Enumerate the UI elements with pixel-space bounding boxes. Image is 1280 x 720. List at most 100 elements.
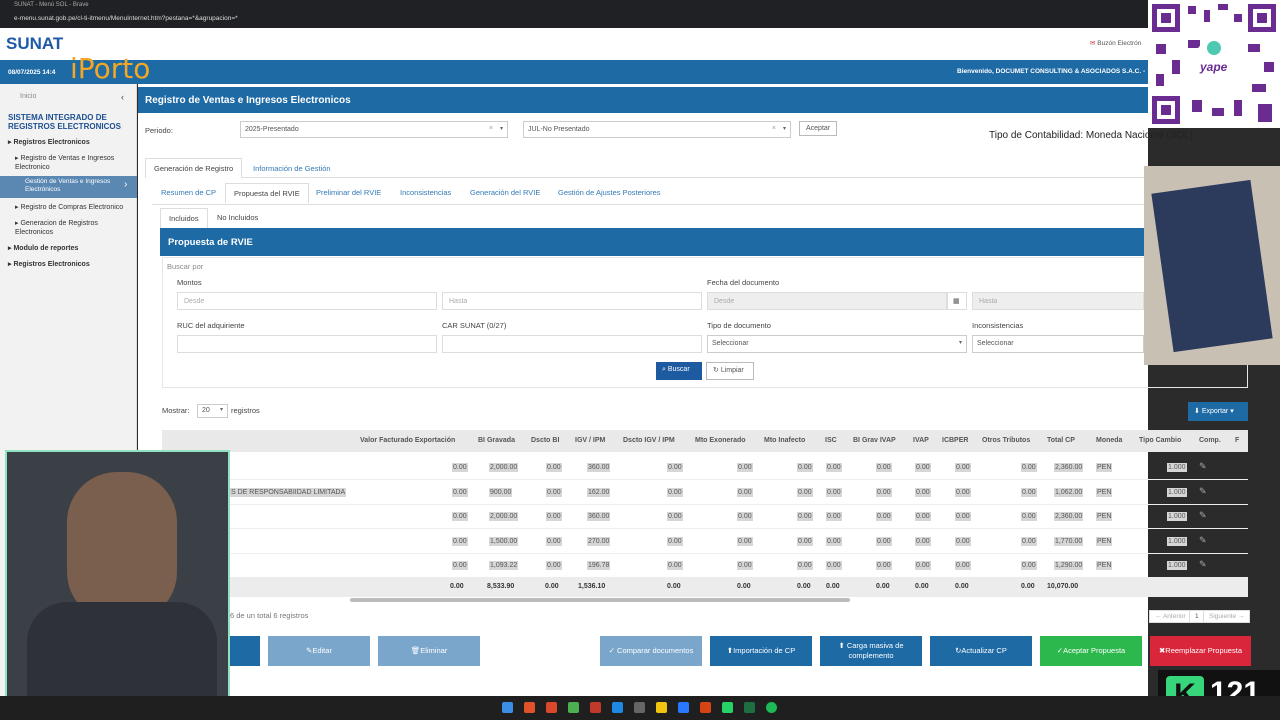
table-cell: 0.00 bbox=[546, 561, 562, 570]
edit-row-icon[interactable]: ✎ bbox=[1199, 461, 1207, 471]
aceptar-periodo-button[interactable]: Aceptar bbox=[799, 121, 838, 136]
editar-button[interactable]: ✎ Editar bbox=[268, 636, 370, 666]
table-cell: 0.00 bbox=[797, 561, 813, 570]
col-icbper[interactable]: ICBPER bbox=[942, 437, 969, 444]
tab-no-incluidos[interactable]: No Incluidos bbox=[217, 213, 259, 222]
sidebar-item-rvie[interactable]: ▸ Registro de Ventas e Ingresos Electron… bbox=[15, 155, 115, 171]
sidebar-inicio[interactable]: Inicio bbox=[20, 93, 37, 100]
tab-inconsistencias[interactable]: Inconsistencias bbox=[400, 188, 452, 197]
app-icon[interactable] bbox=[524, 702, 535, 713]
comparar-documentos-button[interactable]: ✓ Comparar documentos bbox=[600, 636, 702, 666]
edit-row-icon[interactable]: ✎ bbox=[1199, 485, 1207, 496]
reemplazar-propuesta-button[interactable]: ✖ Reemplazar Propuesta bbox=[1150, 636, 1251, 666]
exportar-button[interactable]: ⬇ Exportar ▾ bbox=[1188, 402, 1248, 421]
app-icon[interactable] bbox=[700, 702, 711, 713]
table-row[interactable] bbox=[162, 455, 1248, 480]
col-mto-inafecto[interactable]: Mto Inafecto bbox=[764, 437, 806, 444]
tab-preliminar-rvie[interactable]: Preliminar del RVIE bbox=[316, 188, 382, 197]
col-moneda[interactable]: Moneda bbox=[1096, 437, 1123, 444]
edit-row-icon[interactable]: ✎ bbox=[1199, 510, 1207, 520]
ruc-input[interactable] bbox=[177, 335, 437, 353]
limpiar-button[interactable]: ↻ Limpiar bbox=[706, 362, 754, 380]
tab-propuesta-rvie[interactable]: Propuesta del RVIE bbox=[225, 183, 309, 203]
table-cell: 0.00 bbox=[955, 512, 971, 521]
address-bar[interactable]: e-menu.sunat.gob.pe/cl-ti-itmenu/MenuInt… bbox=[14, 15, 238, 22]
col-ivap[interactable]: IVAP bbox=[913, 437, 929, 444]
car-sunat-input[interactable] bbox=[442, 335, 702, 353]
col-isc[interactable]: ISC bbox=[825, 437, 837, 444]
table-row[interactable] bbox=[162, 529, 1248, 554]
col-f[interactable]: F bbox=[1235, 437, 1240, 444]
opera-icon[interactable] bbox=[590, 702, 601, 713]
periodo-year-select[interactable]: 2025-Presentado × ▾ bbox=[240, 121, 508, 138]
importacion-cp-button[interactable]: ⬆ Importación de CP bbox=[710, 636, 812, 666]
siguiente-button[interactable]: Siguiente → bbox=[1203, 610, 1251, 623]
table-cell: PEN bbox=[1096, 512, 1113, 521]
col-dscto-bi[interactable]: Dscto BI bbox=[531, 437, 560, 444]
tipo-documento-select[interactable]: Seleccionar ▾ bbox=[707, 335, 967, 353]
total-cell: 0.00 bbox=[915, 583, 929, 590]
collapse-icon[interactable]: ‹ bbox=[121, 92, 124, 102]
montos-hasta-input[interactable]: Hasta bbox=[442, 292, 702, 310]
col-valor-facturado[interactable]: Valor Facturado Exportación bbox=[360, 437, 456, 444]
tab-informacion-gestion[interactable]: Información de Gestión bbox=[253, 164, 331, 173]
tab-incluidos[interactable]: Incluidos bbox=[160, 208, 208, 228]
sidebar-item-gestion-ventas[interactable]: Gestión de Ventas e Ingresos Electrónico… bbox=[25, 178, 111, 193]
sidebar-item-reportes[interactable]: ▸ Modulo de reportes bbox=[8, 245, 79, 252]
col-tipo-cambio[interactable]: Tipo Cambio bbox=[1139, 437, 1182, 444]
edge-icon[interactable] bbox=[612, 702, 623, 713]
inconsistencias-select[interactable]: Seleccionar bbox=[972, 335, 1144, 353]
edit-row-icon[interactable]: ✎ bbox=[1199, 534, 1207, 545]
col-igv-ipm[interactable]: IGV / IPM bbox=[575, 437, 606, 444]
sidebar-item-compras[interactable]: ▸ Registro de Compras Electronico bbox=[15, 204, 124, 211]
excel-icon[interactable] bbox=[744, 702, 755, 713]
table-cell: 900.00 bbox=[489, 487, 513, 497]
tab-generacion-registro[interactable]: Generación de Registro bbox=[145, 158, 243, 178]
person-body bbox=[27, 602, 217, 712]
folder-icon[interactable] bbox=[656, 702, 667, 713]
sidebar-item-generacion[interactable]: ▸ Generacion de Registros Electronicos bbox=[15, 220, 98, 236]
chrome-icon[interactable] bbox=[568, 702, 579, 713]
calendar-icon[interactable]: ▦ bbox=[947, 292, 967, 310]
brave-icon[interactable] bbox=[546, 702, 557, 713]
col-dscto-igv[interactable]: Dscto IGV / IPM bbox=[623, 437, 675, 444]
table-cell: 1.000 bbox=[1167, 512, 1187, 521]
periodo-month-select[interactable]: JUL-No Presentado × ▾ bbox=[523, 121, 791, 138]
actualizar-cp-button[interactable]: ↻ Actualizar CP bbox=[930, 636, 1032, 666]
nuevo-button-partial[interactable] bbox=[230, 636, 260, 666]
horizontal-scrollbar[interactable] bbox=[350, 598, 850, 602]
edit-row-icon[interactable]: ✎ bbox=[1199, 559, 1207, 569]
table-row[interactable] bbox=[162, 553, 1248, 578]
col-comp[interactable]: Comp. bbox=[1199, 437, 1221, 444]
sidebar-item-registros-2[interactable]: ▸ Registros Electronicos bbox=[8, 261, 90, 268]
windows-start-icon[interactable] bbox=[502, 702, 513, 713]
app-icon[interactable] bbox=[634, 702, 645, 713]
browser-tab-title[interactable]: SUNAT - Menú SOL - Brave bbox=[14, 2, 89, 8]
carga-masiva-button[interactable]: ⬆ Carga masiva de complemento bbox=[820, 636, 922, 666]
montos-desde-input[interactable]: Desde bbox=[177, 292, 437, 310]
fecha-desde-input[interactable]: Desde bbox=[707, 292, 947, 310]
whatsapp-icon[interactable] bbox=[722, 702, 733, 713]
table-row[interactable] bbox=[162, 504, 1248, 529]
buscar-button[interactable]: ⌕ Buscar bbox=[656, 362, 702, 380]
tab-gestion-ajustes[interactable]: Gestión de Ajustes Posteriores bbox=[558, 188, 661, 197]
table-cell: 0.00 bbox=[876, 487, 892, 497]
page-1-button[interactable]: 1 bbox=[1189, 610, 1205, 623]
col-mto-exonerado[interactable]: Mto Exonerado bbox=[695, 437, 746, 444]
tab-generacion-rvie[interactable]: Generación del RVIE bbox=[470, 188, 541, 197]
col-otros-tributos[interactable]: Otros Tributos bbox=[982, 437, 1031, 444]
vscode-icon[interactable] bbox=[678, 702, 689, 713]
eliminar-button[interactable]: 🗑 Eliminar bbox=[378, 636, 480, 666]
aceptar-propuesta-button[interactable]: ✓ Aceptar Propuesta bbox=[1040, 636, 1142, 666]
col-bi-gravada[interactable]: BI Gravada bbox=[478, 437, 515, 444]
sidebar-item-registros[interactable]: ▸ Registros Electronicos bbox=[8, 139, 90, 146]
fecha-hasta-input[interactable]: Hasta bbox=[972, 292, 1144, 310]
anterior-button[interactable]: ← Anterior bbox=[1149, 610, 1192, 623]
tab-resumen-cp[interactable]: Resumen de CP bbox=[161, 188, 217, 197]
col-total-cp[interactable]: Total CP bbox=[1047, 437, 1075, 444]
spotify-icon[interactable] bbox=[766, 702, 777, 713]
page-size-select[interactable]: 20 ▾ bbox=[197, 404, 228, 418]
buzon-electronico-link[interactable]: ✉ Buzón Electrón bbox=[1090, 39, 1141, 47]
table-row[interactable] bbox=[162, 480, 1248, 505]
col-bi-grav-ivap[interactable]: BI Grav IVAP bbox=[853, 437, 896, 444]
